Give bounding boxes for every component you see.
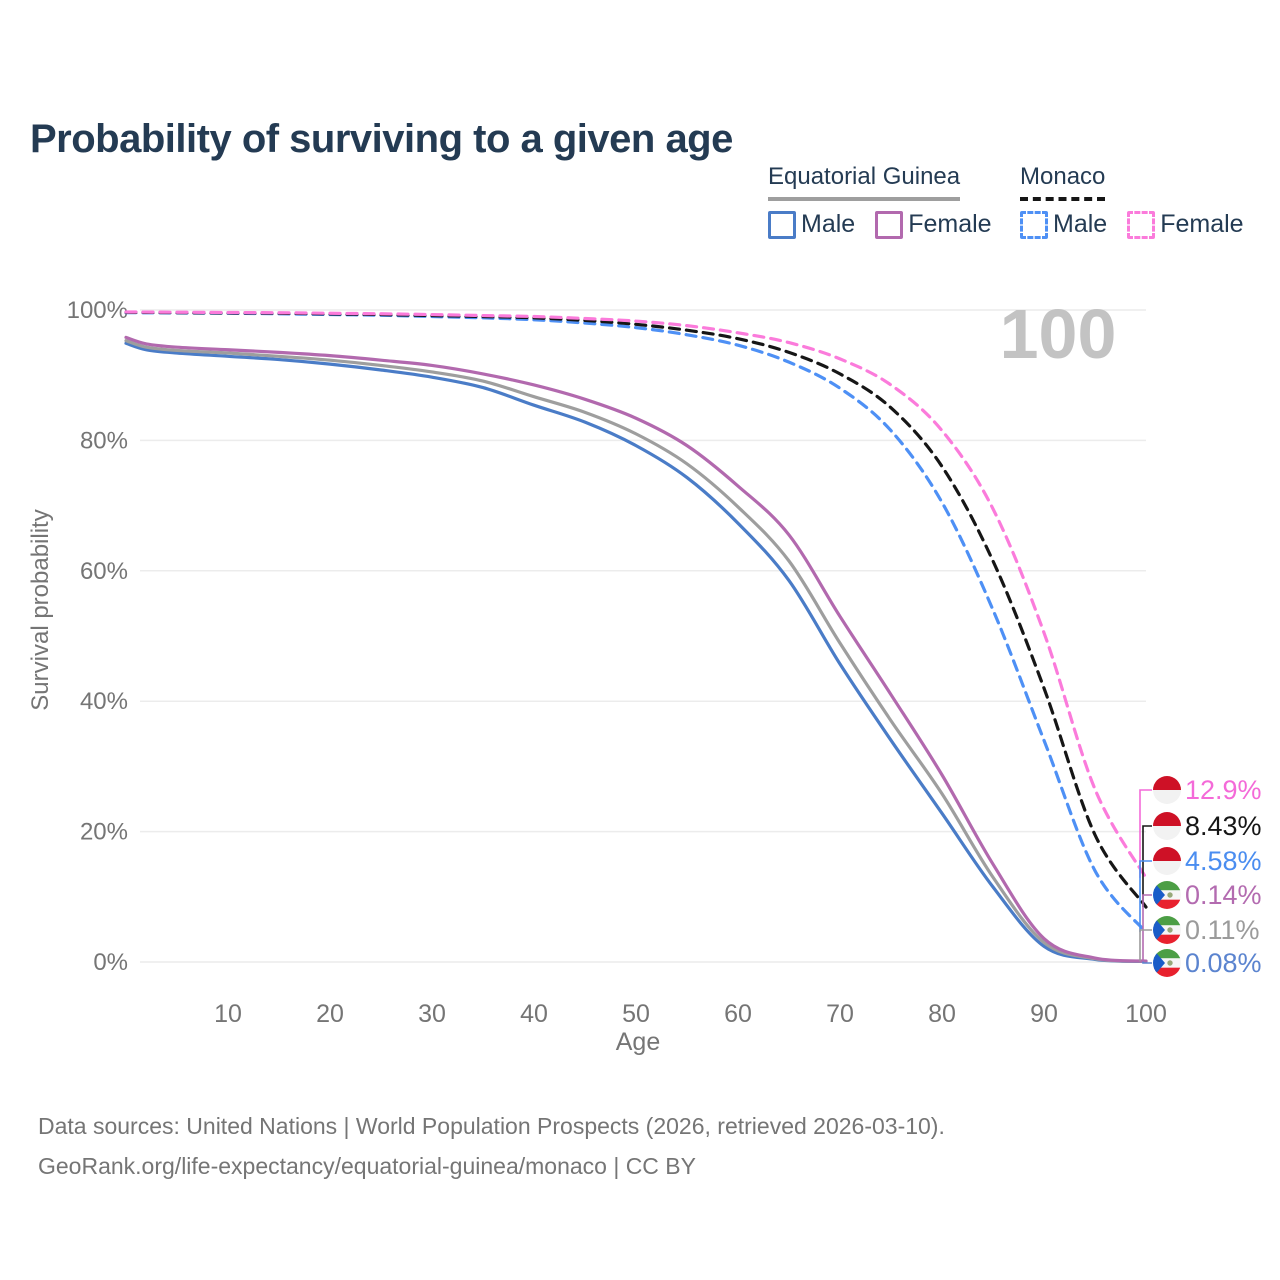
label-connector	[1142, 961, 1152, 964]
x-tick-label: 60	[724, 1000, 752, 1028]
curve-equatorial-guinea-both	[124, 339, 1148, 963]
x-tick-label: 80	[928, 1000, 956, 1028]
y-tick-label: 40%	[80, 688, 128, 715]
x-tick-label: 70	[826, 1000, 854, 1028]
y-tick-label: 20%	[80, 819, 128, 846]
page-title: Probability of surviving to a given age	[30, 116, 733, 161]
legend-country-label: Monaco	[1020, 163, 1106, 201]
eg-female-swatch-icon	[875, 210, 904, 239]
attribution-line: GeoRank.org/life-expectancy/equatorial-g…	[38, 1153, 696, 1179]
x-tick-label: 50	[622, 1000, 650, 1028]
end-value-labels: 12.9% 8.43% 4.58% 0.14% 0.11%0.08%	[1139, 775, 1262, 978]
curve-equatorial-guinea-male	[124, 341, 1148, 964]
x-tick-label: 40	[520, 1000, 548, 1028]
y-axis-title: Survival probability	[27, 509, 54, 710]
end-value-label: 0.08%	[1185, 948, 1262, 978]
y-tick-label: 80%	[80, 427, 128, 454]
end-value-label: 0.11%	[1185, 915, 1260, 945]
equatorial-guinea-flag-icon	[1153, 916, 1181, 944]
curve-monaco-both	[124, 310, 1148, 909]
end-value-label: 8.43%	[1185, 811, 1262, 841]
mc-female-swatch-icon	[1127, 210, 1156, 239]
legend: Equatorial Guinea Male Female Monaco Mal…	[0, 163, 1280, 243]
end-value-label: 4.58%	[1185, 846, 1262, 876]
legend-toggle-mc-female[interactable]: Female	[1127, 210, 1244, 239]
legend-toggle-mc-male[interactable]: Male	[1020, 210, 1107, 239]
x-tick-label: 20	[316, 1000, 344, 1028]
legend-toggle-eg-female[interactable]: Female	[875, 210, 992, 239]
x-tick-label: 30	[418, 1000, 446, 1028]
axis-labels: 0% 20% 40% 60% 80% 100% 10 20 30 40 50 60 70 80 90 100	[67, 297, 1167, 1028]
legend-toggle-eg-male[interactable]: Male	[768, 210, 855, 239]
curve-monaco-male	[124, 311, 1148, 934]
gridlines	[140, 309, 1146, 963]
equatorial-guinea-flag-icon	[1153, 881, 1181, 909]
survival-curves	[124, 310, 1148, 964]
mc-male-swatch-icon	[1020, 210, 1048, 239]
y-tick-label: 60%	[80, 558, 128, 585]
legend-item-label: Male	[801, 210, 856, 238]
legend-item-label: Female	[908, 210, 992, 238]
monaco-flag-icon	[1153, 847, 1181, 875]
legend-country-label: Equatorial Guinea	[768, 163, 961, 201]
legend-item-label: Male	[1053, 210, 1108, 238]
label-connector	[1139, 860, 1152, 933]
hover-age-watermark: 100	[1000, 295, 1117, 373]
curve-monaco-female	[124, 310, 1148, 880]
equatorial-guinea-flag-icon	[1153, 949, 1181, 977]
footer: Data sources: United Nations | World Pop…	[38, 1106, 945, 1186]
end-value-label: 12.9%	[1185, 775, 1262, 805]
eg-male-swatch-icon	[768, 210, 796, 239]
label-connector	[1142, 894, 1152, 962]
y-tick-label: 0%	[93, 949, 128, 976]
end-value-label: 0.14%	[1185, 880, 1262, 910]
x-tick-label: 100	[1125, 1000, 1167, 1028]
legend-group-equatorial-guinea: Equatorial Guinea Male Female	[768, 163, 992, 239]
monaco-flag-icon	[1153, 776, 1181, 804]
x-tick-label: 10	[214, 1000, 242, 1028]
data-sources-line: Data sources: United Nations | World Pop…	[38, 1113, 945, 1139]
legend-item-label: Female	[1160, 210, 1244, 238]
curve-equatorial-guinea-female	[124, 335, 1148, 963]
label-connector	[1139, 929, 1152, 962]
label-connector	[1142, 825, 1152, 908]
x-tick-label: 90	[1030, 1000, 1058, 1028]
monaco-flag-icon	[1153, 812, 1181, 840]
y-tick-label: 100%	[67, 297, 128, 324]
legend-group-monaco: Monaco Male Female	[1020, 163, 1244, 239]
x-axis-title: Age	[616, 1028, 660, 1056]
label-connector	[1139, 789, 1152, 878]
